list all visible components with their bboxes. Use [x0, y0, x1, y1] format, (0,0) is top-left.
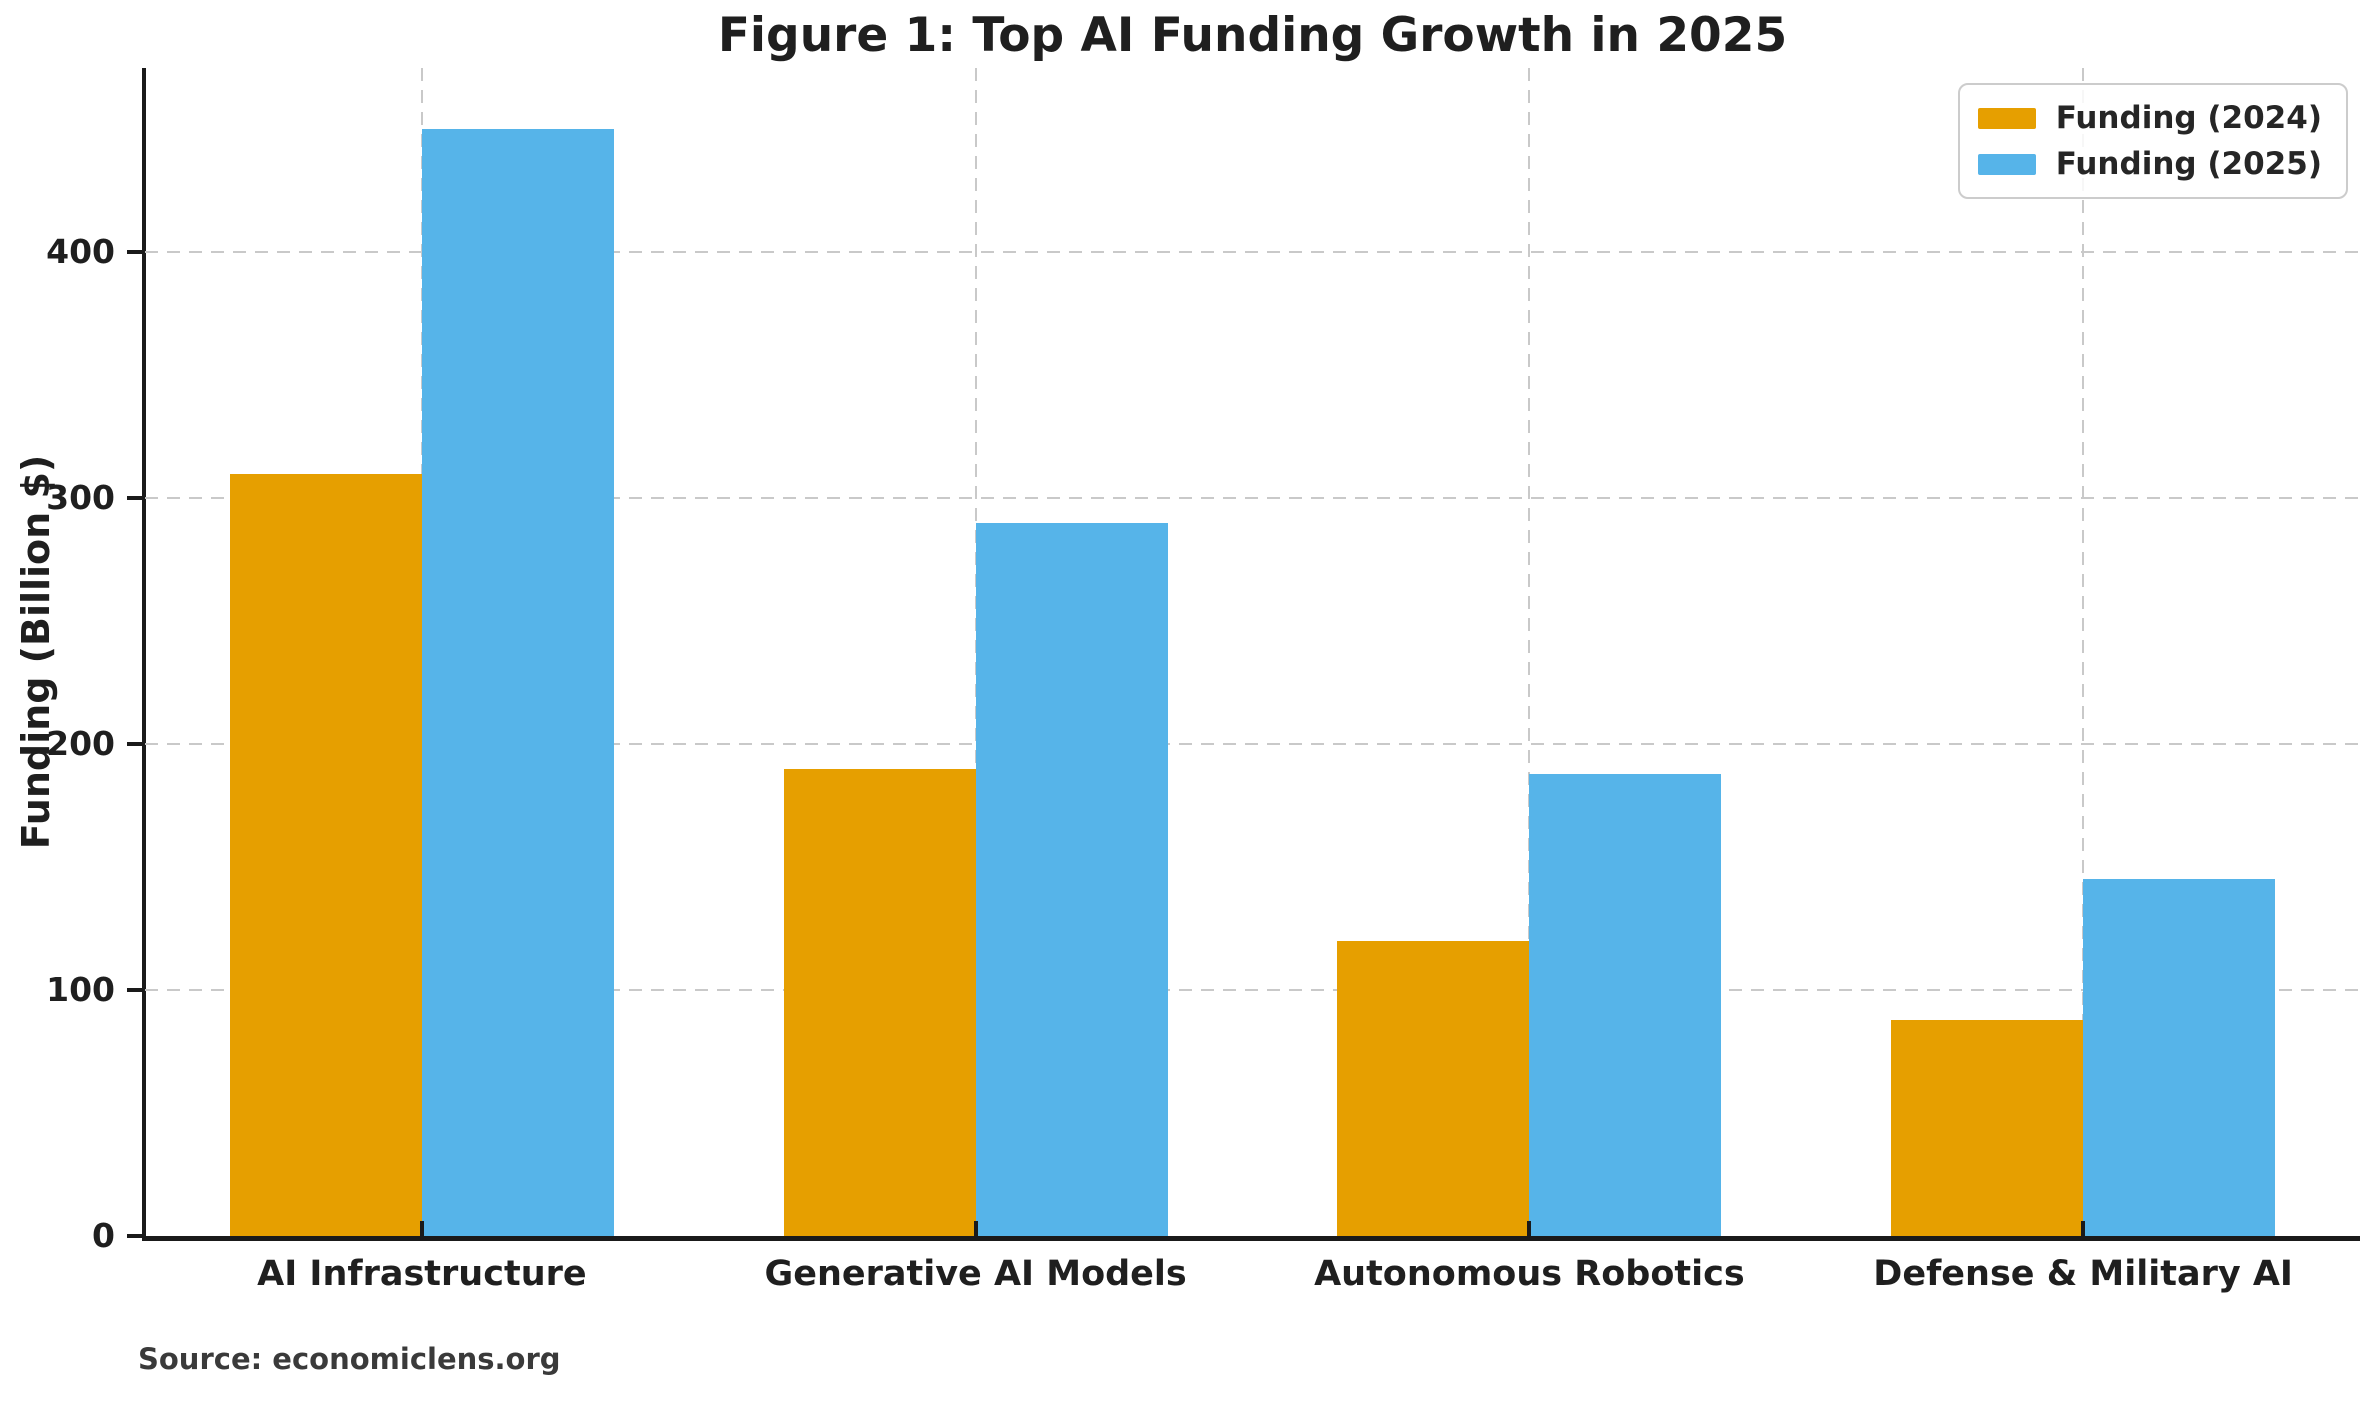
bar-funding-2024-ai-infrastructure — [229, 473, 422, 1236]
legend-swatch-funding-2024 — [1977, 107, 2036, 129]
legend-swatch-funding-2025 — [1977, 153, 2036, 175]
legend-entry-funding-2025: Funding (2025) — [1977, 146, 2322, 183]
legend: Funding (2024) Funding (2025) — [1957, 83, 2348, 200]
x-tick-mark-ai-infrastructure — [419, 1221, 424, 1236]
legend-label-funding-2024: Funding (2024) — [2055, 100, 2322, 136]
y-tick-mark-0 — [127, 1234, 142, 1238]
bar-funding-2025-defense-military-ai — [2083, 879, 2276, 1236]
horizontal-gridline-200 — [145, 743, 2360, 746]
vertical-gridline-defense-military-ai — [2082, 68, 2085, 1236]
horizontal-gridline-400 — [145, 251, 2360, 254]
legend-label-funding-2025: Funding (2025) — [2055, 146, 2322, 183]
x-tick-mark-autonomous-robotics — [1527, 1221, 1532, 1236]
y-tick-label-300: 300 — [46, 478, 115, 518]
bar-funding-2024-generative-ai-models — [783, 768, 976, 1236]
x-tick-mark-generative-ai-models — [973, 1221, 978, 1236]
horizontal-gridline-100 — [145, 989, 2360, 992]
bar-funding-2025-generative-ai-models — [975, 522, 1168, 1236]
x-tick-label-ai-infrastructure: AI Infrastructure — [257, 1254, 587, 1294]
x-tick-label-defense-military-ai: Defense & Military AI — [1873, 1254, 2293, 1294]
chart-title: Figure 1: Top AI Funding Growth in 2025 — [717, 8, 1788, 63]
y-axis-spine — [142, 68, 146, 1241]
bar-funding-2025-autonomous-robotics — [1529, 773, 1722, 1236]
y-tick-label-200: 200 — [46, 724, 115, 764]
x-tick-label-autonomous-robotics: Autonomous Robotics — [1314, 1254, 1745, 1294]
y-tick-label-100: 100 — [46, 969, 115, 1009]
x-axis-spine — [142, 1236, 2360, 1241]
y-tick-label-0: 0 — [92, 1215, 115, 1255]
x-tick-mark-defense-military-ai — [2081, 1221, 2086, 1236]
y-tick-mark-300 — [127, 496, 142, 501]
y-tick-label-400: 400 — [46, 232, 115, 272]
horizontal-gridline-300 — [145, 497, 2360, 500]
plot-area: Funding (2024) Funding (2025) 0 100 200 300 4… — [46, 68, 2360, 1294]
bar-funding-2024-defense-military-ai — [1891, 1019, 2084, 1236]
bar-funding-2024-autonomous-robotics — [1337, 940, 1530, 1236]
y-tick-mark-400 — [127, 250, 142, 255]
x-tick-label-generative-ai-models: Generative AI Models — [764, 1254, 1187, 1294]
bar-funding-2025-ai-infrastructure — [421, 129, 614, 1236]
legend-entry-funding-2024: Funding (2024) — [1977, 100, 2322, 136]
y-tick-mark-100 — [127, 988, 142, 993]
source-credit: Source: economiclens.org — [138, 1342, 561, 1376]
vertical-gridline-autonomous-robotics — [1528, 68, 1531, 1236]
y-tick-mark-200 — [127, 742, 142, 747]
